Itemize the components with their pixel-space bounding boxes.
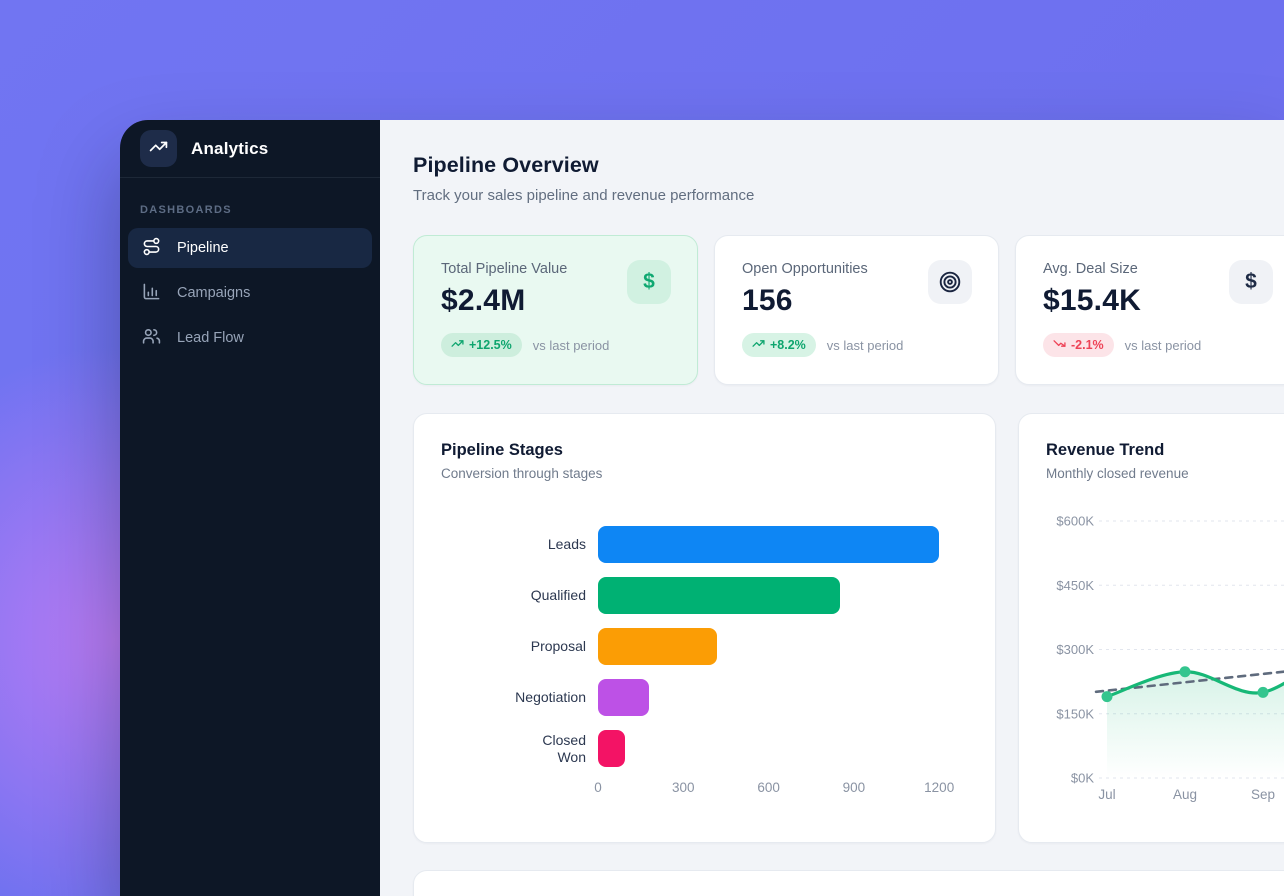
trending-up-icon <box>752 337 765 353</box>
sidebar: Analytics DASHBOARDS Pipeline Campaigns … <box>120 120 380 896</box>
stage-label: Proposal <box>530 638 586 655</box>
stages-x-axis: 0 300 600 900 1200 <box>594 780 968 798</box>
page-title: Pipeline Overview <box>413 153 599 177</box>
x-axis-label: Jul <box>1098 787 1115 802</box>
stage-bar[interactable] <box>598 628 717 665</box>
y-axis-label: $300K <box>1056 642 1094 657</box>
stage-label: Qualified <box>530 587 586 604</box>
stage-bar[interactable] <box>598 526 939 563</box>
stage-label: Negotiation <box>515 689 586 706</box>
revenue-trend-card: Revenue Trend Monthly closed revenue $60… <box>1018 413 1284 843</box>
trending-up-icon <box>451 337 464 353</box>
app-logo <box>140 130 177 167</box>
y-axis-label: $600K <box>1056 514 1094 529</box>
stage-bar-track <box>598 679 968 716</box>
sidebar-item-label: Lead Flow <box>177 330 244 346</box>
sidebar-item-campaigns[interactable]: Campaigns <box>128 273 372 313</box>
x-axis-tick: 900 <box>842 780 866 795</box>
trend-dashed-line <box>1094 670 1284 694</box>
delta-badge: +8.2% <box>742 333 816 357</box>
x-axis-tick: 0 <box>594 780 602 795</box>
sidebar-header: Analytics <box>120 120 380 178</box>
sidebar-section-label: DASHBOARDS <box>140 204 232 216</box>
delta-badge: +12.5% <box>441 333 522 357</box>
stage-bar-track <box>598 577 968 614</box>
stage-row: Closed Won <box>441 730 968 767</box>
stage-bar-track <box>598 730 968 767</box>
compare-label: vs last period <box>532 337 610 353</box>
revenue-line-chart-svg: $600K $450K $300K $150K $0K Jul Aug Sep <box>1056 514 1284 802</box>
bottom-card-partial <box>413 870 1284 896</box>
delta-value: -2.1% <box>1071 338 1104 352</box>
chart-subtitle: Monthly closed revenue <box>1046 466 1189 481</box>
delta-value: +12.5% <box>469 338 512 352</box>
stage-label: Closed Won <box>542 732 586 765</box>
stage-bar[interactable] <box>598 730 625 767</box>
kpi-value: $2.4M <box>441 284 526 317</box>
y-axis-label: $450K <box>1056 578 1094 593</box>
data-point[interactable] <box>1179 666 1191 678</box>
revenue-line <box>1105 670 1284 699</box>
dollar-icon: $ <box>1229 260 1273 304</box>
kpi-card-avg-deal-size[interactable]: Avg. Deal Size $15.4K -2.1% vs last peri… <box>1015 235 1284 385</box>
x-axis-label: Aug <box>1173 787 1197 802</box>
data-point[interactable] <box>1257 686 1269 698</box>
app-window: Analytics DASHBOARDS Pipeline Campaigns … <box>120 120 1284 896</box>
target-icon <box>928 260 972 304</box>
app-title: Analytics <box>191 138 269 158</box>
stage-row: Negotiation <box>441 679 968 716</box>
kpi-value: $15.4K <box>1043 284 1141 317</box>
kpi-card-open-opportunities[interactable]: Open Opportunities 156 +8.2% vs last per… <box>714 235 999 385</box>
sidebar-item-pipeline[interactable]: Pipeline <box>128 228 372 268</box>
delta-value: +8.2% <box>770 338 806 352</box>
sidebar-item-label: Campaigns <box>177 285 251 301</box>
pipeline-stages-card: Pipeline Stages Conversion through stage… <box>413 413 996 843</box>
kpi-label: Avg. Deal Size <box>1043 261 1138 277</box>
data-point[interactable] <box>1101 691 1113 703</box>
kpi-label: Open Opportunities <box>742 261 868 277</box>
charts-row: Pipeline Stages Conversion through stage… <box>413 413 1284 843</box>
delta-badge: -2.1% <box>1043 333 1114 357</box>
kpi-card-total-pipeline-value[interactable]: Total Pipeline Value $2.4M +12.5% vs las… <box>413 235 698 385</box>
revenue-area-fill <box>1107 671 1284 778</box>
x-axis-tick: 600 <box>757 780 780 795</box>
stage-bar-track <box>598 628 968 665</box>
dollar-icon: $ <box>627 260 671 304</box>
page-subtitle: Track your sales pipeline and revenue pe… <box>413 187 755 204</box>
chart-title: Pipeline Stages <box>441 441 563 459</box>
kpi-value: 156 <box>742 284 793 317</box>
sidebar-item-lead-flow[interactable]: Lead Flow <box>128 318 372 358</box>
compare-label: vs last period <box>826 337 904 353</box>
kpi-label: Total Pipeline Value <box>441 261 568 277</box>
stage-bar-track <box>598 526 968 563</box>
bar-chart-icon <box>142 282 161 305</box>
y-axis-label: $0K <box>1071 771 1094 786</box>
kpi-row: Total Pipeline Value $2.4M +12.5% vs las… <box>413 235 1284 385</box>
stage-label: Leads <box>547 536 586 553</box>
chart-title: Revenue Trend <box>1046 441 1165 459</box>
stage-row: Leads <box>441 526 968 563</box>
stage-bar[interactable] <box>598 679 649 716</box>
users-icon <box>142 327 161 350</box>
stage-row: Qualified <box>441 577 968 614</box>
main-content: Pipeline Overview Track your sales pipel… <box>380 120 1284 896</box>
route-icon <box>142 237 161 260</box>
revenue-line-chart: $600K $450K $300K $150K $0K Jul Aug Sep <box>1046 513 1284 813</box>
trending-up-icon <box>149 137 168 161</box>
x-axis-label: Sep <box>1251 787 1275 802</box>
trending-down-icon <box>1053 337 1066 353</box>
x-axis-tick: 1200 <box>924 780 955 795</box>
y-axis-label: $150K <box>1056 706 1094 721</box>
stage-bar[interactable] <box>598 577 840 614</box>
stage-row: Proposal <box>441 628 968 665</box>
sidebar-item-label: Pipeline <box>177 240 229 256</box>
chart-subtitle: Conversion through stages <box>441 466 603 481</box>
compare-label: vs last period <box>1124 337 1202 353</box>
x-axis-tick: 300 <box>672 780 695 795</box>
stages-bar-chart: Leads Qualified Proposal Negotiation Closed … <box>441 526 968 767</box>
